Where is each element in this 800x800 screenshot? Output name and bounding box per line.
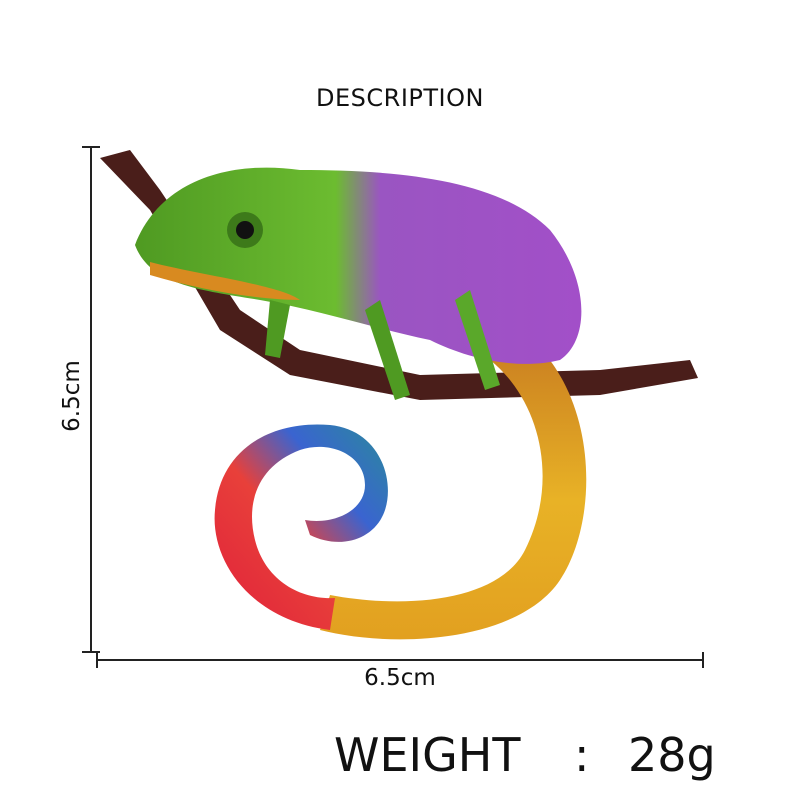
width-label: 6.5cm — [364, 665, 436, 691]
chameleon-brooch-image — [100, 150, 698, 640]
weight-value: 28g — [628, 728, 716, 782]
width-tick-left — [96, 652, 98, 668]
tail — [320, 330, 587, 640]
tail-curl — [214, 424, 388, 630]
page-title: DESCRIPTION — [316, 84, 484, 112]
height-tick-bottom — [82, 651, 100, 653]
chameleon-body — [135, 167, 582, 364]
width-tick-right — [702, 652, 704, 668]
branch — [100, 150, 698, 400]
height-label: 6.5cm — [59, 360, 85, 432]
height-tick-top — [82, 146, 100, 148]
weight-separator: : — [574, 728, 590, 782]
height-dimension-line — [90, 147, 92, 652]
weight-label: WEIGHT — [334, 728, 521, 782]
width-dimension-line — [97, 659, 703, 661]
